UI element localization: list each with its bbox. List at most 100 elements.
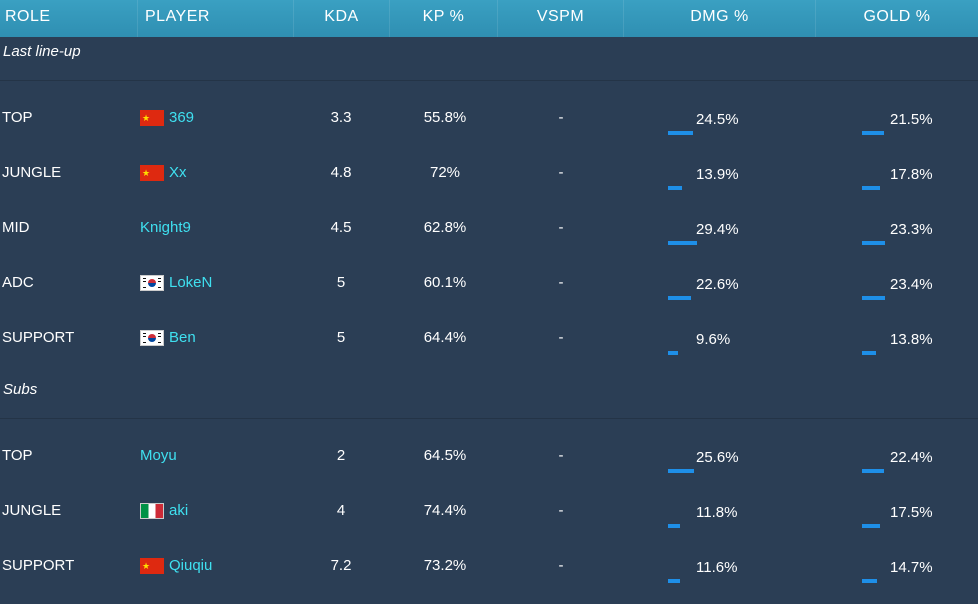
kp-cell: 74.4% — [423, 502, 467, 519]
gold-cell: 23.3% — [862, 210, 972, 265]
dmg-cell: 29.4% — [668, 210, 788, 265]
flag-it-icon — [140, 503, 164, 519]
gold-cell: 21.5% — [862, 100, 972, 155]
kda-cell: 5 — [336, 329, 346, 346]
dmg-cell: 11.8% — [668, 493, 788, 548]
player-cell: aki — [140, 493, 290, 548]
table-row: JUNGLE Xx 4.8 72% - 13.9% 17.8% — [0, 155, 978, 210]
section-title: Subs — [3, 381, 38, 398]
gold-percent: 14.7% — [890, 559, 933, 576]
player-link[interactable]: aki — [169, 502, 189, 519]
role-cell: JUNGLE — [2, 164, 62, 181]
kp-cell: 62.8% — [423, 219, 467, 236]
table-row: SUPPORT Ben 5 64.4% - 9.6% 13.8% — [0, 320, 978, 375]
table-row: ADC LokeN 5 60.1% - 22.6% 23.4% — [0, 265, 978, 320]
flag-cn-icon — [140, 108, 164, 128]
dmg-percent: 29.4% — [696, 221, 739, 238]
flag-kr-icon — [140, 275, 164, 291]
section-header: Subs — [0, 375, 978, 419]
table-row: SUPPORT Qiuqiu 7.2 73.2% - 11.6% 14.7% — [0, 548, 978, 603]
kp-cell: 55.8% — [423, 109, 467, 126]
role-cell: SUPPORT — [2, 557, 75, 574]
gold-percent: 23.4% — [890, 276, 933, 293]
gold-percent: 13.8% — [890, 331, 933, 348]
vspm-cell: - — [558, 274, 564, 291]
dmg-cell: 11.6% — [668, 548, 788, 603]
kda-cell: 2 — [336, 447, 346, 464]
role-cell: ADC — [2, 274, 34, 291]
vspm-cell: - — [558, 329, 564, 346]
player-link[interactable]: Moyu — [140, 447, 177, 464]
dmg-bar — [668, 241, 698, 245]
section-header: Last line-up — [0, 37, 978, 81]
gold-percent: 22.4% — [890, 449, 933, 466]
header-vspm[interactable]: VSPM — [498, 0, 624, 37]
gold-bar — [862, 351, 876, 355]
kda-cell: 4 — [336, 502, 346, 519]
header-role-label: ROLE — [5, 8, 51, 25]
header-role[interactable]: ROLE — [0, 0, 138, 37]
player-link[interactable]: 369 — [169, 109, 195, 126]
header-dmg[interactable]: DMG % — [624, 0, 816, 37]
dmg-percent: 22.6% — [696, 276, 739, 293]
header-kda-label: KDA — [324, 8, 359, 25]
header-player-label: PLAYER — [145, 8, 210, 25]
table-row: TOP 369 3.3 55.8% - 24.5% 21.5% — [0, 100, 978, 155]
role-cell: TOP — [2, 109, 33, 126]
player-cell: LokeN — [140, 265, 290, 320]
dmg-bar — [668, 351, 678, 355]
kda-cell: 3.3 — [330, 109, 352, 126]
header-kp[interactable]: KP % — [390, 0, 498, 37]
player-link[interactable]: LokeN — [169, 274, 213, 291]
flag-cn-icon — [140, 163, 164, 183]
gold-bar — [862, 131, 884, 135]
dmg-cell: 24.5% — [668, 100, 788, 155]
player-cell: Knight9 — [140, 210, 290, 265]
table-header: ROLE PLAYER KDA KP % VSPM DMG % GOLD % — [0, 0, 978, 37]
table-row: MID Knight9 4.5 62.8% - 29.4% 23.3% — [0, 210, 978, 265]
vspm-cell: - — [558, 109, 564, 126]
kp-cell: 72% — [429, 164, 461, 181]
player-cell: Moyu — [140, 438, 290, 493]
dmg-bar — [668, 131, 693, 135]
dmg-cell: 25.6% — [668, 438, 788, 493]
table-row: TOP Moyu 2 64.5% - 25.6% 22.4% — [0, 438, 978, 493]
kp-cell: 64.4% — [423, 329, 467, 346]
gold-percent: 17.8% — [890, 166, 933, 183]
kp-cell: 64.5% — [423, 447, 467, 464]
kda-cell: 4.8 — [330, 164, 352, 181]
gold-cell: 22.4% — [862, 438, 972, 493]
vspm-cell: - — [558, 164, 564, 181]
flag-cn-icon — [140, 556, 164, 576]
gold-cell: 17.5% — [862, 493, 972, 548]
dmg-bar — [668, 296, 691, 300]
header-kp-label: KP % — [422, 8, 465, 25]
player-link[interactable]: Knight9 — [140, 219, 191, 236]
player-link[interactable]: Ben — [169, 329, 196, 346]
dmg-bar — [668, 186, 682, 190]
player-cell: Ben — [140, 320, 290, 375]
gold-cell: 13.8% — [862, 320, 972, 375]
player-link[interactable]: Xx — [169, 164, 187, 181]
vspm-cell: - — [558, 447, 564, 464]
header-kda[interactable]: KDA — [294, 0, 390, 37]
gold-bar — [862, 579, 877, 583]
dmg-cell: 13.9% — [668, 155, 788, 210]
kda-cell: 4.5 — [330, 219, 352, 236]
dmg-cell: 9.6% — [668, 320, 788, 375]
role-cell: TOP — [2, 447, 33, 464]
player-cell: Xx — [140, 155, 290, 210]
header-dmg-label: DMG % — [690, 8, 749, 25]
header-player[interactable]: PLAYER — [138, 0, 294, 37]
dmg-cell: 22.6% — [668, 265, 788, 320]
player-link[interactable]: Qiuqiu — [169, 557, 213, 574]
section-title: Last line-up — [3, 43, 81, 60]
gold-percent: 17.5% — [890, 504, 933, 521]
gold-cell: 23.4% — [862, 265, 972, 320]
table-row: JUNGLE aki 4 74.4% - 11.8% 17.5% — [0, 493, 978, 548]
gold-bar — [862, 241, 886, 245]
dmg-percent: 13.9% — [696, 166, 739, 183]
dmg-percent: 9.6% — [696, 331, 731, 348]
gold-cell: 14.7% — [862, 548, 972, 603]
header-gold[interactable]: GOLD % — [816, 0, 978, 37]
